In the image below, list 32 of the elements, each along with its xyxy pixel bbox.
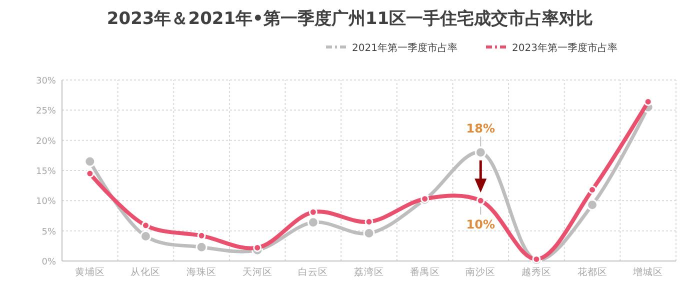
point: [196, 241, 208, 253]
legend-label: 2023年第一季度市占率: [512, 42, 618, 54]
point: [141, 221, 150, 230]
data-label: 10%: [466, 218, 496, 232]
x-tick-label: 从化区: [130, 266, 161, 278]
point: [586, 199, 598, 211]
data-label: 18%: [466, 121, 496, 136]
x-tick-label: 天河区: [242, 266, 272, 278]
y-tick-label: 20%: [36, 136, 56, 147]
legend-label: 2021年第一季度市占率: [352, 42, 458, 54]
point: [307, 216, 319, 228]
x-tick-label: 花都区: [577, 266, 608, 278]
x-tick-label: 白云区: [298, 266, 328, 278]
x-tick-label: 增城区: [632, 266, 664, 278]
y-tick-label: 15%: [36, 167, 56, 177]
y-tick-label: 5%: [42, 227, 56, 238]
chart-title: 2023年＆2021年•第一季度广州11区一手住宅成交市占率对比: [106, 9, 594, 29]
x-tick-label: 海珠区: [186, 266, 217, 278]
x-tick-label: 南沙区: [466, 266, 496, 278]
point: [532, 254, 541, 264]
y-tick-label: 30%: [36, 76, 56, 86]
y-tick-label: 25%: [36, 106, 56, 117]
point: [588, 186, 597, 194]
y-tick-label: 10%: [36, 197, 56, 208]
point: [474, 146, 486, 158]
x-tick-label: 黄埔区: [74, 266, 105, 278]
x-tick-label: 番禺区: [410, 266, 440, 278]
x-tick-label: 越秀区: [521, 266, 552, 278]
x-tick-label: 荔湾区: [354, 266, 384, 278]
point: [84, 156, 96, 168]
point: [86, 169, 94, 178]
y-tick-label: 0%: [42, 258, 56, 268]
